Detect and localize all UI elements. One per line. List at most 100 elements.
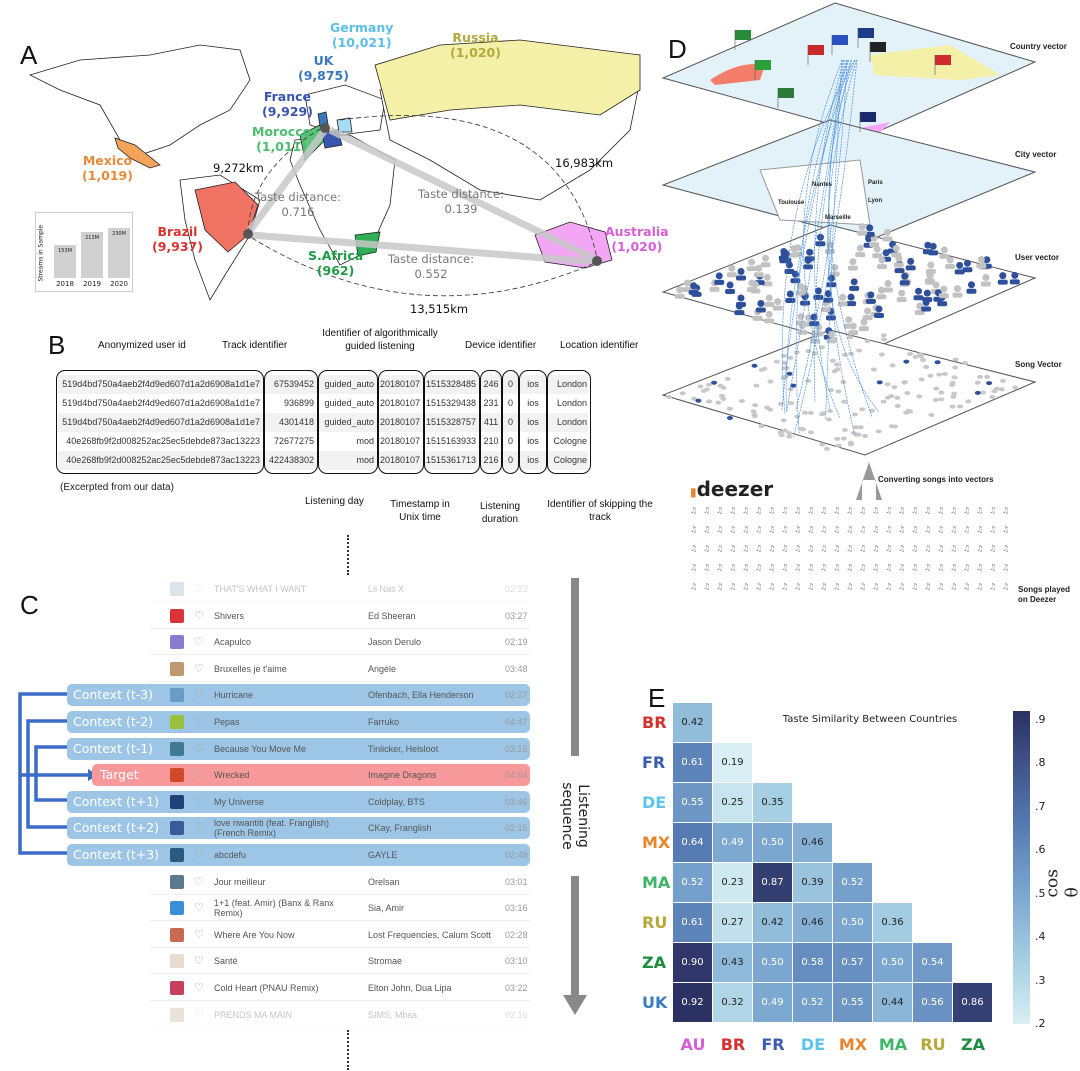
- heart-icon[interactable]: ♡: [194, 795, 204, 808]
- user-icon-body: [864, 231, 875, 237]
- column-label: ZA: [961, 1035, 985, 1054]
- song-dot: [878, 352, 885, 357]
- track-row[interactable]: ♡ love nwantiti (feat. Franglish) (French…: [150, 815, 530, 841]
- song-dot: [834, 436, 841, 441]
- song-played-icon: ♫: [729, 582, 736, 591]
- song-dot: [957, 404, 964, 409]
- album-art: [170, 981, 184, 995]
- heart-icon[interactable]: ♡: [194, 662, 204, 675]
- track-row[interactable]: ♡ THAT'S WHAT I WANT Lil Nas X 02:23: [150, 576, 530, 602]
- heart-icon[interactable]: ♡: [194, 822, 204, 835]
- song-played-icon: ♫: [703, 563, 710, 572]
- user-icon: [927, 261, 935, 269]
- hdr-track: Track identifier: [222, 340, 288, 351]
- song-played-icon: ♫: [794, 506, 801, 515]
- song-played-icon: ♫: [950, 506, 957, 515]
- track-row[interactable]: ♡ Bruxelles je t'aime Angèle 03:48: [150, 656, 530, 682]
- heatmap-cell: 0.87: [753, 863, 792, 902]
- track-row[interactable]: ♡ Where Are You Now Lost Frequencies, Calu…: [150, 922, 530, 948]
- song-played-icon: ♫: [963, 525, 970, 534]
- song-played-icon: ♫: [742, 506, 749, 515]
- user-icon-body: [824, 248, 835, 254]
- user-icon: [865, 235, 873, 243]
- song-played-icon: ♫: [846, 582, 853, 591]
- track-row[interactable]: ♡ Shivers Ed Sheeran 03:27: [150, 603, 530, 629]
- song-dot: [761, 366, 768, 371]
- heart-icon[interactable]: ♡: [194, 1008, 204, 1021]
- heart-icon[interactable]: ♡: [194, 609, 204, 622]
- track-duration: 04:04: [505, 770, 528, 781]
- song-played-icon: ♫: [1002, 582, 1009, 591]
- label-morocco: Morocco (1,011): [252, 124, 312, 154]
- song-dot: [965, 399, 972, 404]
- user-icon-body: [837, 301, 848, 307]
- hdr-device: Device identifier: [465, 340, 537, 351]
- user-icon-body: [797, 329, 808, 335]
- table-cell: 216: [483, 455, 499, 465]
- track-row[interactable]: ♡ abcdefu GAYLE 02:48: [150, 842, 530, 868]
- inset-year: 2018: [56, 280, 74, 288]
- track-title: PRENDS MA MAIN: [214, 1009, 293, 1020]
- row-label: MX: [642, 833, 671, 852]
- panel-e-label: E: [648, 683, 666, 713]
- heart-icon[interactable]: ♡: [194, 742, 204, 755]
- song-played-icon: ♫: [833, 582, 840, 591]
- heart-icon[interactable]: ♡: [194, 769, 204, 782]
- table-cell: 519d4bd750a4aeb2f4d9ed607d1a2d6908a1d1e7: [62, 379, 260, 389]
- hdr-location: Location identifier: [560, 340, 639, 351]
- heart-icon[interactable]: ♡: [194, 875, 204, 888]
- heart-icon[interactable]: ♡: [194, 928, 204, 941]
- track-row[interactable]: ♡ 1+1 (feat. Amir) (Banx & Ranx Remix) Sia…: [150, 895, 530, 922]
- user-icon-body: [952, 292, 963, 298]
- song-dot: [831, 369, 838, 374]
- user-icon: [907, 257, 915, 265]
- track-row[interactable]: ♡ My Universe Coldplay, BTS 03:46: [150, 789, 530, 815]
- user-icon-body: [937, 301, 948, 307]
- track-row[interactable]: ♡ Jour meilleur Orelsan 03:01: [150, 869, 530, 895]
- heart-icon[interactable]: ♡: [194, 955, 204, 968]
- heart-icon[interactable]: ♡: [194, 636, 204, 649]
- table-cell: mod: [356, 436, 374, 446]
- germany-shape: [336, 117, 353, 133]
- link-line: [793, 59, 858, 437]
- heart-icon[interactable]: ♡: [194, 583, 204, 595]
- track-row[interactable]: ♡ Santé Stromae 03:10: [150, 948, 530, 975]
- user-icon: [898, 289, 906, 297]
- column-label: BR: [720, 1035, 746, 1054]
- target-highlight: Target: [92, 764, 530, 787]
- track-row[interactable]: ♡ Because You Move Me Tinlicker, Helsloot 0…: [150, 736, 530, 762]
- user-icon-body: [790, 278, 801, 284]
- song-dot: [904, 391, 911, 396]
- song-played-icon: ♫: [768, 563, 775, 572]
- song-played-icon: ♫: [703, 506, 710, 515]
- song-dot: [738, 398, 745, 403]
- label-germany: Germany (10,021): [330, 20, 394, 50]
- heart-icon[interactable]: ♡: [194, 689, 204, 702]
- track-row[interactable]: ♡ Pepas Farruko 04:47: [150, 709, 530, 735]
- heart-icon[interactable]: ♡: [194, 902, 204, 915]
- song-played-icon: ♫: [690, 563, 697, 572]
- song-dot: [989, 394, 996, 399]
- heart-icon[interactable]: ♡: [194, 982, 204, 994]
- song-dot: [818, 345, 825, 350]
- track-row[interactable]: ♡ Acapulco Jason Derulo 02:19: [150, 629, 530, 656]
- song-dot: [952, 365, 959, 370]
- song-played-icon: ♫: [989, 544, 996, 553]
- song-played-icon: ♫: [703, 582, 710, 591]
- heatmap-cell: 0.64: [673, 823, 712, 862]
- song-dot: [998, 387, 1005, 392]
- heart-icon[interactable]: ♡: [194, 716, 204, 728]
- song-dot: [894, 403, 901, 408]
- song-dot: [718, 393, 725, 398]
- track-row[interactable]: ♡ PRENDS MA MAIN SIMS, Mbsa 02:16: [150, 1002, 530, 1028]
- track-row[interactable]: ♡ Hurricane Ofenbach, Ella Henderson 02:27: [150, 682, 530, 708]
- song-played-icon: ♫: [794, 525, 801, 534]
- track-row[interactable]: ♡ Wrecked Imagine Dragons 04:04: [150, 762, 530, 788]
- user-icon: [915, 287, 923, 295]
- heart-icon[interactable]: ♡: [194, 849, 204, 861]
- track-row[interactable]: ♡ Cold Heart (PNAU Remix) Elton John, Dua …: [150, 975, 530, 1001]
- song-dot: [786, 431, 793, 436]
- table-cell: 1515361713: [426, 455, 477, 465]
- song-dot: [711, 380, 718, 385]
- user-icon-body: [813, 294, 824, 300]
